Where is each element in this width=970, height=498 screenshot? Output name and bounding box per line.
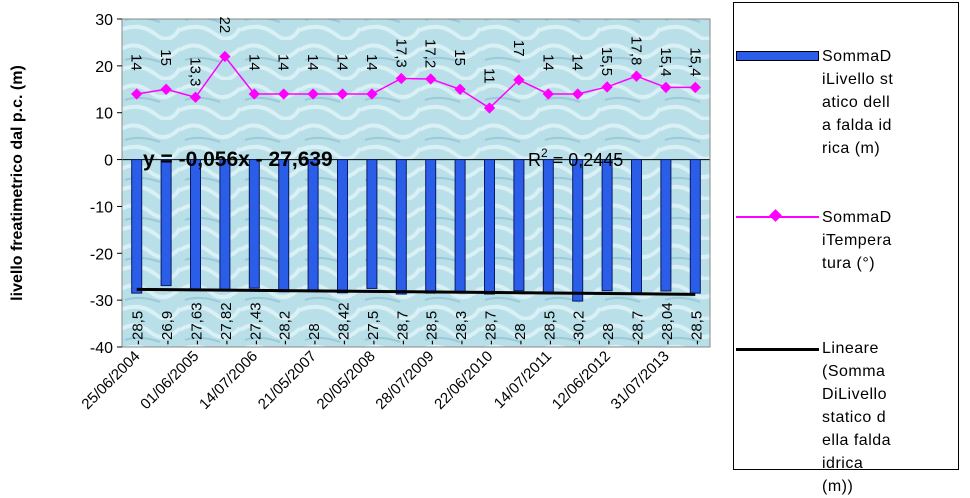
line-value-label: 15 — [451, 49, 468, 66]
x-tick-label: 14/07/2011 — [491, 348, 555, 412]
bar-value-label: -28,5 — [688, 311, 705, 345]
line-value-label: 11 — [481, 68, 498, 84]
bar-value-label: -27,82 — [218, 302, 235, 345]
legend-swatch — [736, 348, 819, 351]
y-tick-label: 0 — [104, 153, 113, 170]
legend-marker — [769, 209, 782, 222]
legend-swatch — [736, 51, 819, 61]
x-tick-label: 01/06/2005 — [137, 348, 202, 413]
trend-r2: R2 = 0,2445 — [528, 146, 623, 170]
legend-label: Lineare (SommaDiLivello statico della fa… — [822, 340, 892, 495]
legend: SommaDiLivello statico della falda idric… — [733, 2, 959, 495]
legend-label: SommaDiLivello statico della falda idric… — [822, 48, 894, 157]
x-tick-label: 28/07/2009 — [372, 348, 437, 413]
bar — [395, 159, 407, 295]
bar-value-label: -28,7 — [483, 311, 500, 345]
bar-value-label: -27,5 — [365, 311, 382, 345]
bar-value-label: -28,42 — [336, 302, 353, 345]
bar-value-label: -28 — [306, 323, 323, 345]
bar — [513, 159, 525, 292]
bar — [631, 159, 642, 295]
line-value-label: 17,2 — [422, 39, 439, 68]
line-value-label: 14 — [245, 54, 262, 71]
x-tick-label: 22/06/2010 — [431, 348, 496, 413]
bar-value-label: -27,43 — [247, 302, 264, 345]
bar-value-label: -28,5 — [541, 311, 558, 345]
y-tick-label: 20 — [95, 59, 113, 76]
legend-label: SommaDiTemperatura (°) — [822, 209, 892, 272]
r2-rest: = 0,2445 — [548, 150, 624, 170]
line-value-label: 14 — [569, 54, 586, 71]
bar — [248, 159, 260, 289]
bar-value-label: -28,04 — [659, 302, 676, 345]
bar — [366, 159, 378, 289]
plot-border — [121, 18, 711, 348]
x-tick-label: 12/06/2012 — [549, 348, 614, 413]
bar — [601, 159, 613, 292]
line-value-label: 14 — [539, 54, 556, 71]
bar — [572, 159, 584, 302]
line-value-label: 14 — [363, 54, 380, 71]
bar — [219, 159, 231, 291]
r2-base: R — [528, 150, 541, 170]
line-value-label: 22 — [216, 16, 233, 33]
line-value-label: 15,4 — [657, 47, 674, 76]
line-value-label: 13,3 — [187, 57, 204, 86]
bar-value-label: -28,5 — [424, 311, 441, 345]
trend-equation: y = -0,056x - 27,639 — [143, 148, 333, 171]
bar-value-label: -28,7 — [630, 311, 647, 345]
x-tick-label: 14/07/2006 — [196, 348, 261, 413]
line — [136, 55, 696, 109]
bar — [484, 159, 495, 295]
y-axis-label: livello freatimetrico dal p.c. (m) — [9, 65, 26, 301]
y-tick-label: -40 — [90, 340, 113, 357]
x-tick-label: 25/06/2004 — [78, 348, 143, 413]
line-value-label: 15,5 — [598, 47, 615, 76]
bar — [278, 159, 290, 293]
x-tick-label: 31/07/2013 — [608, 348, 673, 413]
marker — [219, 50, 231, 63]
line-value-label: 15 — [157, 49, 174, 66]
line-value-label: 14 — [304, 54, 321, 71]
bar — [307, 159, 319, 292]
chart: livello freatimetrico dal p.c. (m) -40 -3… — [9, 12, 711, 413]
bar-value-label: -26,9 — [159, 311, 176, 345]
bar — [454, 159, 466, 293]
page: {"chart_data": {"type": "bar-line", "y_l… — [9, 2, 959, 495]
bar-value-label: -28,7 — [394, 311, 411, 345]
line-value-label: 15,4 — [686, 47, 703, 76]
line-value-label: 17,8 — [628, 36, 645, 65]
line-value-label: 17,3 — [392, 39, 409, 68]
bar-value-label: -30,2 — [571, 311, 588, 345]
bar-value-label: -28 — [600, 323, 617, 345]
y-tick-label: 30 — [95, 12, 113, 29]
bar-value-label: -28,3 — [453, 311, 470, 345]
line-value-label: 14 — [275, 54, 292, 71]
bar — [425, 159, 437, 294]
plot-area — [122, 19, 710, 347]
line-value-label: 14 — [334, 54, 351, 71]
bar-value-label: -27,63 — [189, 302, 206, 345]
y-tick-label: -30 — [90, 293, 113, 310]
line-value-label: 14 — [128, 54, 145, 71]
y-tick-label: 10 — [95, 106, 113, 123]
bar-value-label: -28,2 — [277, 311, 294, 345]
r2-sup: 2 — [541, 146, 548, 160]
bar — [660, 159, 672, 292]
line-value-label: 17 — [510, 40, 527, 57]
x-tick-label: 20/05/2008 — [314, 348, 379, 413]
bar — [689, 159, 701, 294]
bar — [337, 159, 348, 294]
y-tick-label: -10 — [90, 199, 113, 216]
bar — [190, 159, 201, 290]
x-tick-label: 21/05/2007 — [255, 348, 320, 413]
trendline — [136, 287, 696, 296]
bar-value-label: -28,5 — [130, 311, 147, 345]
bar-value-label: -28 — [512, 323, 529, 345]
bar — [542, 159, 554, 294]
y-tick-label: -20 — [90, 246, 113, 263]
bar — [160, 159, 172, 287]
bar — [131, 159, 143, 294]
